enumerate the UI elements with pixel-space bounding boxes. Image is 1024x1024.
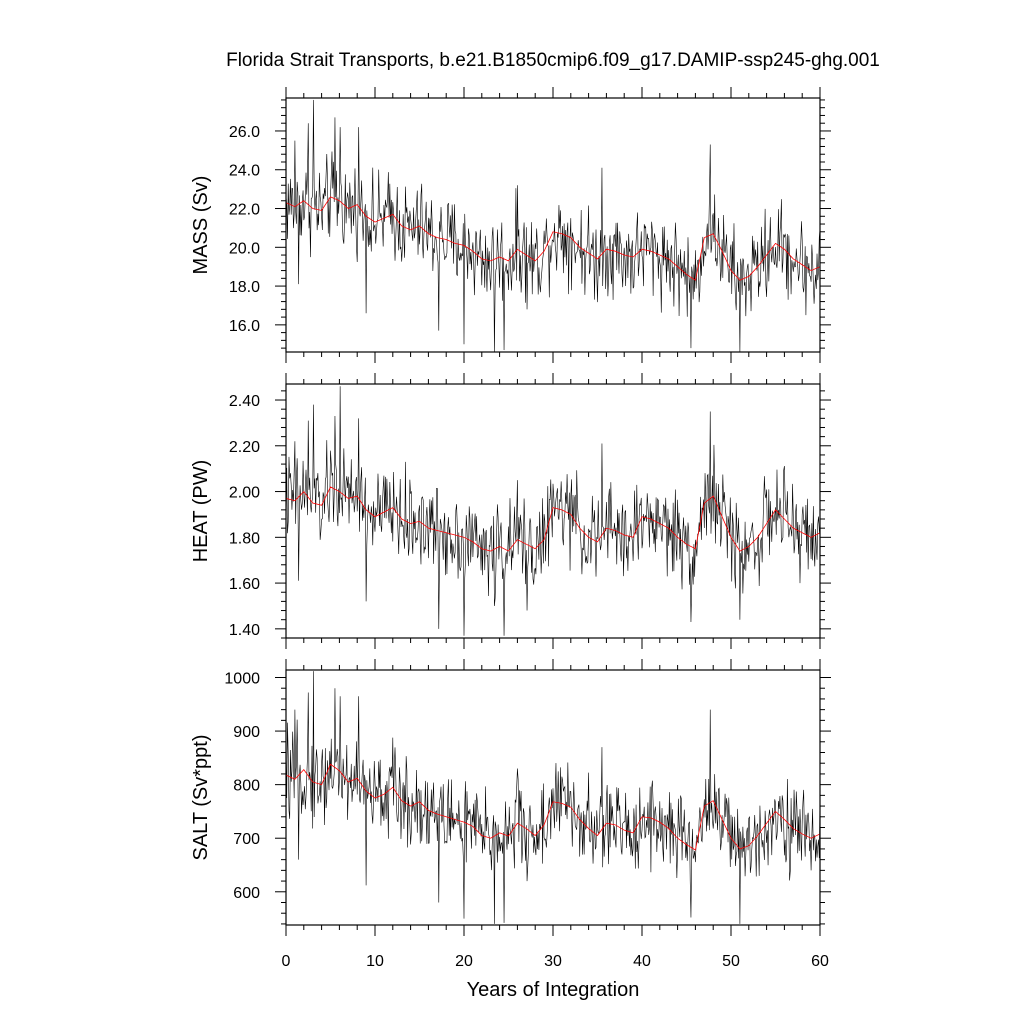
series-heat-raw [286, 386, 820, 636]
y-tick-label: 2.40 [229, 393, 260, 410]
panel-salt: 600 700 800 900 1000 SALT (Sv*ppt) [190, 659, 831, 936]
y-axis-label-mass: MASS (Sv) [190, 176, 212, 275]
y-tick-label: 1.60 [229, 576, 260, 593]
y-tick-label: 1.80 [229, 530, 260, 547]
x-tick-label: 20 [455, 953, 473, 970]
y-tick-label: 1000 [224, 671, 260, 688]
panel-mass: 16.0 18.0 20.0 22.0 24.0 26.0 MASS (Sv) [190, 87, 831, 363]
y-tick-label: 22.0 [229, 202, 260, 219]
y-axis-label-salt: SALT (Sv*ppt) [190, 735, 212, 861]
x-tick-label: 0 [282, 953, 291, 970]
y-tick-label: 900 [233, 724, 260, 741]
y-tick-label: 2.20 [229, 439, 260, 456]
x-tick-label: 60 [811, 953, 829, 970]
x-axis-label: Years of Integration [467, 979, 640, 1001]
x-axis: 0 10 20 30 40 50 60 [282, 953, 829, 970]
y-tick-label: 800 [233, 778, 260, 795]
x-tick-label: 50 [722, 953, 740, 970]
series-mass-smooth [286, 196, 820, 281]
series-heat-smooth [286, 486, 820, 552]
y-tick-label: 18.0 [229, 279, 260, 296]
y-axis-label-heat: HEAT (PW) [190, 460, 212, 563]
x-tick-label: 10 [366, 953, 384, 970]
panel-mass-frame [285, 97, 821, 353]
series-salt-raw [286, 671, 820, 924]
panel-heat: 1.40 1.60 1.80 2.00 2.20 2.40 HEAT (PW) [190, 373, 831, 649]
y-tick-label: 600 [233, 885, 260, 902]
y-tick-label: 700 [233, 831, 260, 848]
panels: 16.0 18.0 20.0 22.0 24.0 26.0 MASS (Sv) 1.40 1.6… [190, 87, 831, 936]
y-tick-label: 2.00 [229, 485, 260, 502]
series-mass-raw [286, 99, 820, 352]
x-tick-label: 40 [633, 953, 651, 970]
y-tick-label: 26.0 [229, 124, 260, 141]
y-tick-label: 16.0 [229, 318, 260, 335]
chart-title: Florida Strait Transports, b.e21.B1850cm… [226, 50, 880, 71]
y-tick-label: 20.0 [229, 240, 260, 257]
x-tick-label: 30 [544, 953, 562, 970]
series-salt-smooth [286, 763, 820, 851]
y-tick-label: 1.40 [229, 622, 260, 639]
y-tick-label: 24.0 [229, 163, 260, 180]
